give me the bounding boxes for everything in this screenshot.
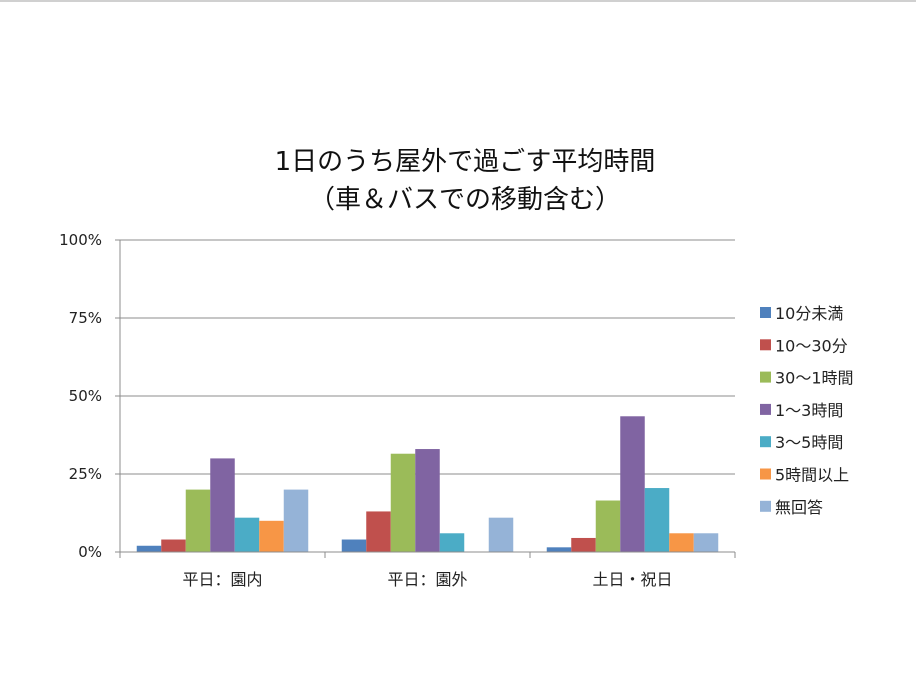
y-tick-label: 0%	[78, 543, 102, 561]
chart-title: 1日のうち屋外で過ごす平均時間 （車＆バスでの移動含む）	[275, 147, 656, 215]
bar	[693, 533, 719, 552]
x-category-label: 平日：園外	[387, 570, 467, 589]
legend-label: 10〜30分	[775, 336, 848, 355]
legend-swatch	[760, 500, 771, 512]
bar	[210, 458, 235, 552]
legend-label: 1〜3時間	[775, 401, 843, 420]
bar	[546, 547, 572, 552]
bar	[341, 539, 367, 552]
bars	[136, 416, 719, 552]
y-tick-label: 25%	[69, 465, 102, 483]
bar	[136, 545, 162, 552]
legend-label: 3〜5時間	[775, 433, 843, 452]
y-axis-tick-labels: 0% 25% 50% 75% 100%	[59, 231, 102, 561]
y-tick-label: 75%	[69, 309, 102, 327]
chart-title-line-1: 1日のうち屋外で過ごす平均時間	[275, 147, 656, 177]
bar	[259, 520, 284, 552]
legend-swatch	[760, 436, 771, 448]
y-tick-label: 100%	[59, 231, 102, 249]
x-axis-category-labels: 平日：園内 平日：園外 土日・祝日	[182, 570, 672, 589]
bar	[439, 533, 465, 552]
legend-label: 無回答	[775, 498, 823, 517]
bar	[161, 539, 186, 552]
x-category-label: 土日・祝日	[592, 570, 672, 589]
legend-label: 30〜1時間	[775, 369, 854, 388]
legend-swatch	[760, 468, 771, 480]
chart-title-line-2: （車＆バスでの移動含む）	[309, 185, 621, 215]
bar	[415, 449, 440, 552]
bar	[366, 511, 391, 552]
legend-swatch	[760, 307, 771, 318]
axes	[115, 239, 736, 558]
bar	[185, 489, 211, 552]
bar	[234, 517, 260, 552]
legend-label: 10分未満	[775, 304, 843, 323]
bar	[571, 537, 596, 552]
top-border	[0, 0, 916, 2]
bar	[390, 453, 416, 552]
x-category-label: 平日：園内	[182, 570, 262, 589]
y-tick-label: 50%	[69, 387, 102, 405]
bar	[669, 533, 694, 552]
bar	[283, 489, 309, 552]
legend-swatch	[760, 371, 771, 383]
bar	[488, 517, 514, 552]
legend-label: 5時間以上	[775, 466, 849, 485]
bar	[595, 500, 621, 552]
bar	[644, 488, 670, 552]
legend-swatch	[760, 339, 771, 351]
bar	[620, 416, 645, 552]
legend-swatch	[760, 403, 771, 415]
